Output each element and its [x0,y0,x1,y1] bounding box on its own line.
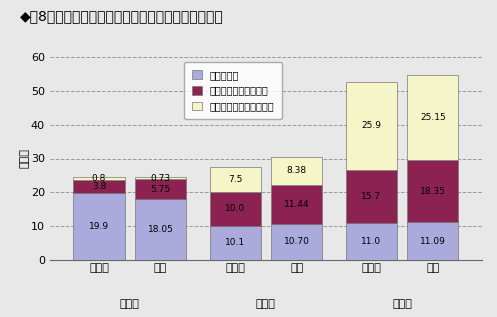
Bar [135,179,186,199]
Text: 7.5: 7.5 [228,175,243,184]
Bar [74,180,125,193]
Text: 8.38: 8.38 [287,166,307,175]
Bar [271,157,322,185]
Text: 0.8: 0.8 [92,174,106,183]
Text: 19.9: 19.9 [89,222,109,231]
Bar [135,199,186,260]
Text: 3.8: 3.8 [92,182,106,191]
Text: 25.15: 25.15 [420,113,446,122]
Text: 幼稚園: 幼稚園 [120,299,140,309]
Text: 10.70: 10.70 [284,237,310,246]
Text: 10.1: 10.1 [225,238,245,247]
Text: 0.73: 0.73 [151,174,170,183]
Bar [74,193,125,260]
Bar [407,160,458,223]
Bar [135,177,186,179]
Text: 5.75: 5.75 [151,185,170,194]
Bar [210,167,261,192]
Bar [271,224,322,260]
Bar [345,170,397,223]
Text: ◆図8　学校段階別　裸眼視力１．０未満の者の割合: ◆図8 学校段階別 裸眼視力１．０未満の者の割合 [20,10,224,23]
Bar [271,185,322,224]
Y-axis label: （％）: （％） [19,149,29,168]
Bar [345,223,397,260]
Bar [210,226,261,260]
Bar [74,177,125,180]
Text: 中学校: 中学校 [392,299,412,309]
Legend: ０．３未満, ０．７未満０．３以上, １．０未満０．７０以上: ０．３未満, ０．７未満０．３以上, １．０未満０．７０以上 [184,62,282,119]
Text: 25.9: 25.9 [361,121,381,130]
Text: 11.0: 11.0 [361,237,381,246]
Text: 15.7: 15.7 [361,192,381,201]
Text: 11.09: 11.09 [420,237,446,246]
Bar [345,82,397,170]
Text: 小学校: 小学校 [256,299,276,309]
Bar [407,223,458,260]
Text: 11.44: 11.44 [284,200,310,209]
Text: 18.35: 18.35 [420,187,446,196]
Bar [210,192,261,226]
Text: 10.0: 10.0 [225,204,245,213]
Bar [407,75,458,160]
Text: 18.05: 18.05 [148,225,173,234]
